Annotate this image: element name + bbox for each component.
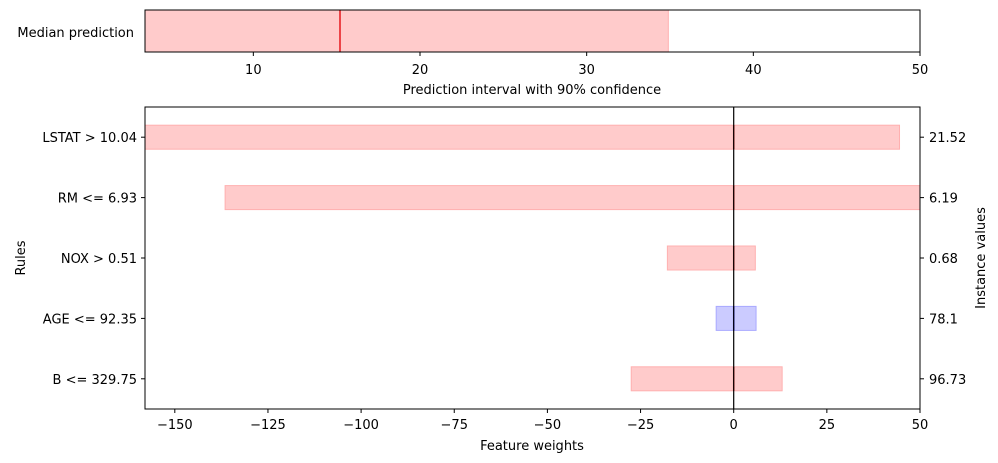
feature-weights-panel: LSTAT > 10.04 RM <= 6.93 NOX > 0.51 AGE <= … <box>14 106 989 454</box>
weight-xtick-label: −75 <box>441 418 468 433</box>
weight-xtick-label: 0 <box>730 418 738 433</box>
rule-label: NOX > 0.51 <box>61 252 137 267</box>
rule-label: LSTAT > 10.04 <box>42 131 137 146</box>
weight-xtick-label: 50 <box>912 418 929 433</box>
instance-values-axis-label: Instance values <box>974 207 989 309</box>
median-panel-xlabel: Prediction interval with 90% confidence <box>403 83 661 98</box>
instance-value-label: 0.68 <box>929 252 958 267</box>
median-xtick-label: 30 <box>578 63 595 78</box>
prediction-interval-bar <box>144 9 669 53</box>
weight-xtick-label: −100 <box>343 418 379 433</box>
median-xtick-label: 50 <box>912 63 929 78</box>
rule-label: RM <= 6.93 <box>58 192 137 207</box>
instance-value-label: 96.73 <box>929 373 966 388</box>
weight-xtick-label: −25 <box>627 418 654 433</box>
median-xtick-label: 20 <box>412 63 429 78</box>
rule-label: B <= 329.75 <box>53 373 137 388</box>
median-xtick-label: 40 <box>745 63 762 78</box>
weights-xlabel: Feature weights <box>480 439 584 454</box>
weight-xtick-label: −50 <box>534 418 561 433</box>
weight-xtick-label: 25 <box>819 418 836 433</box>
instance-value-label: 78.1 <box>929 312 958 327</box>
median-xtick-label: 10 <box>245 63 262 78</box>
instance-value-label: 21.52 <box>929 131 966 146</box>
weight-xtick-label: −150 <box>157 418 193 433</box>
median-prediction-panel: Median prediction 10 20 30 40 50 Prediction … <box>17 9 929 98</box>
weight-interval-bar <box>630 366 783 392</box>
weight-xtick-label: −125 <box>250 418 286 433</box>
median-panel-frame <box>144 9 921 53</box>
weight-interval-bar <box>144 124 901 150</box>
instance-value-label: 6.19 <box>929 192 958 207</box>
rules-axis-label: Rules <box>14 240 29 275</box>
weight-interval-bar <box>666 245 756 271</box>
weight-interval-bar <box>224 185 921 211</box>
median-prediction-label: Median prediction <box>17 26 134 41</box>
weight-interval-bar <box>715 305 757 331</box>
rule-label: AGE <= 92.35 <box>43 312 137 327</box>
